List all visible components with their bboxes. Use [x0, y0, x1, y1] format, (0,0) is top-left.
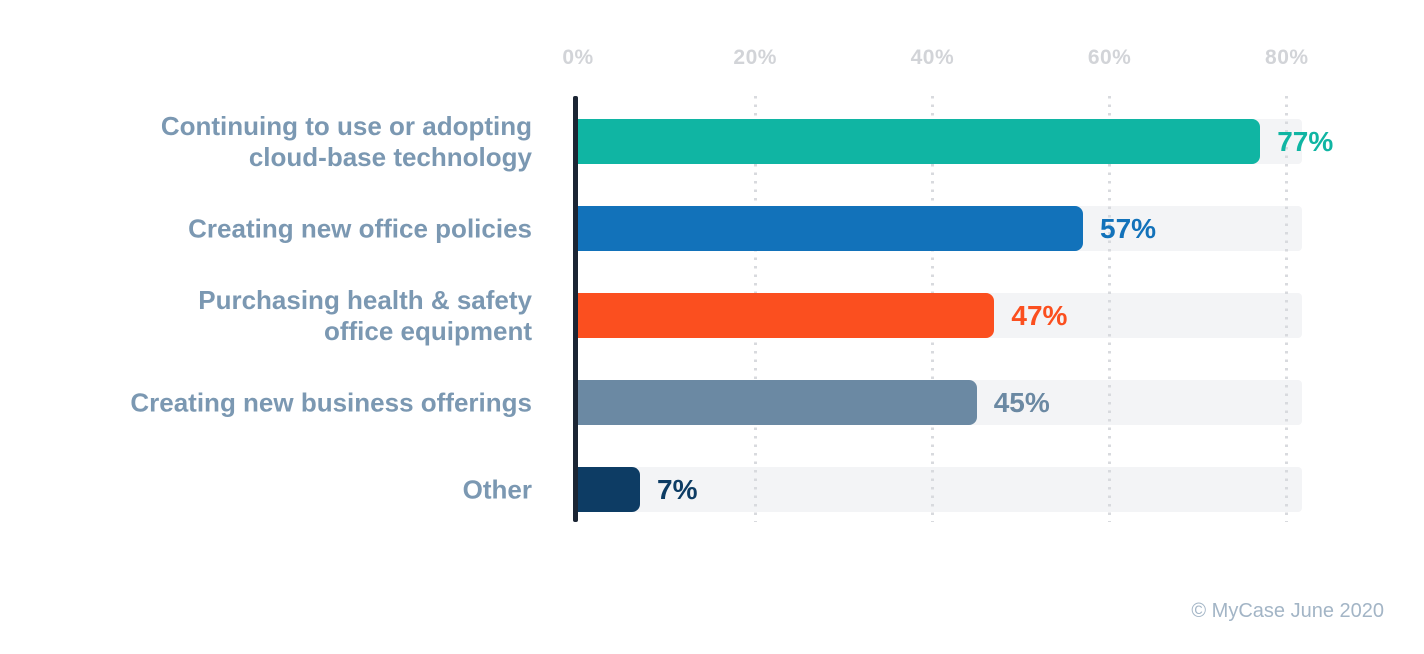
category-label: Creating new office policies [188, 213, 532, 243]
x-axis-tick-label: 40% [910, 46, 955, 69]
gridline [1108, 96, 1112, 522]
x-axis-tick-label: 20% [733, 46, 777, 69]
bar [578, 380, 977, 425]
category-label: Creating new business offerings [130, 387, 532, 417]
bar [578, 293, 995, 338]
category-label: Other [462, 474, 532, 504]
x-axis-tick-label: 0% [562, 46, 594, 69]
bar [578, 206, 1084, 251]
bar-value-label: 57% [1100, 212, 1157, 244]
bar-track [578, 467, 1302, 512]
category-label: Continuing to use or adopting cloud-base… [160, 110, 532, 172]
bar-value-label: 77% [1277, 125, 1334, 157]
x-axis-tick-label: 60% [1087, 46, 1132, 69]
category-label: Purchasing health & safety office equipm… [198, 284, 532, 346]
y-axis-line [573, 96, 578, 522]
bar-value-label: 7% [657, 473, 698, 505]
bar-value-label: 47% [1011, 299, 1068, 331]
gridline [1285, 96, 1289, 522]
bar-value-label: 45% [993, 386, 1050, 418]
bar [578, 467, 641, 512]
bar [578, 119, 1261, 164]
attribution: © MyCase June 2020 [1191, 600, 1384, 622]
x-axis-tick-label: 80% [1265, 46, 1309, 69]
